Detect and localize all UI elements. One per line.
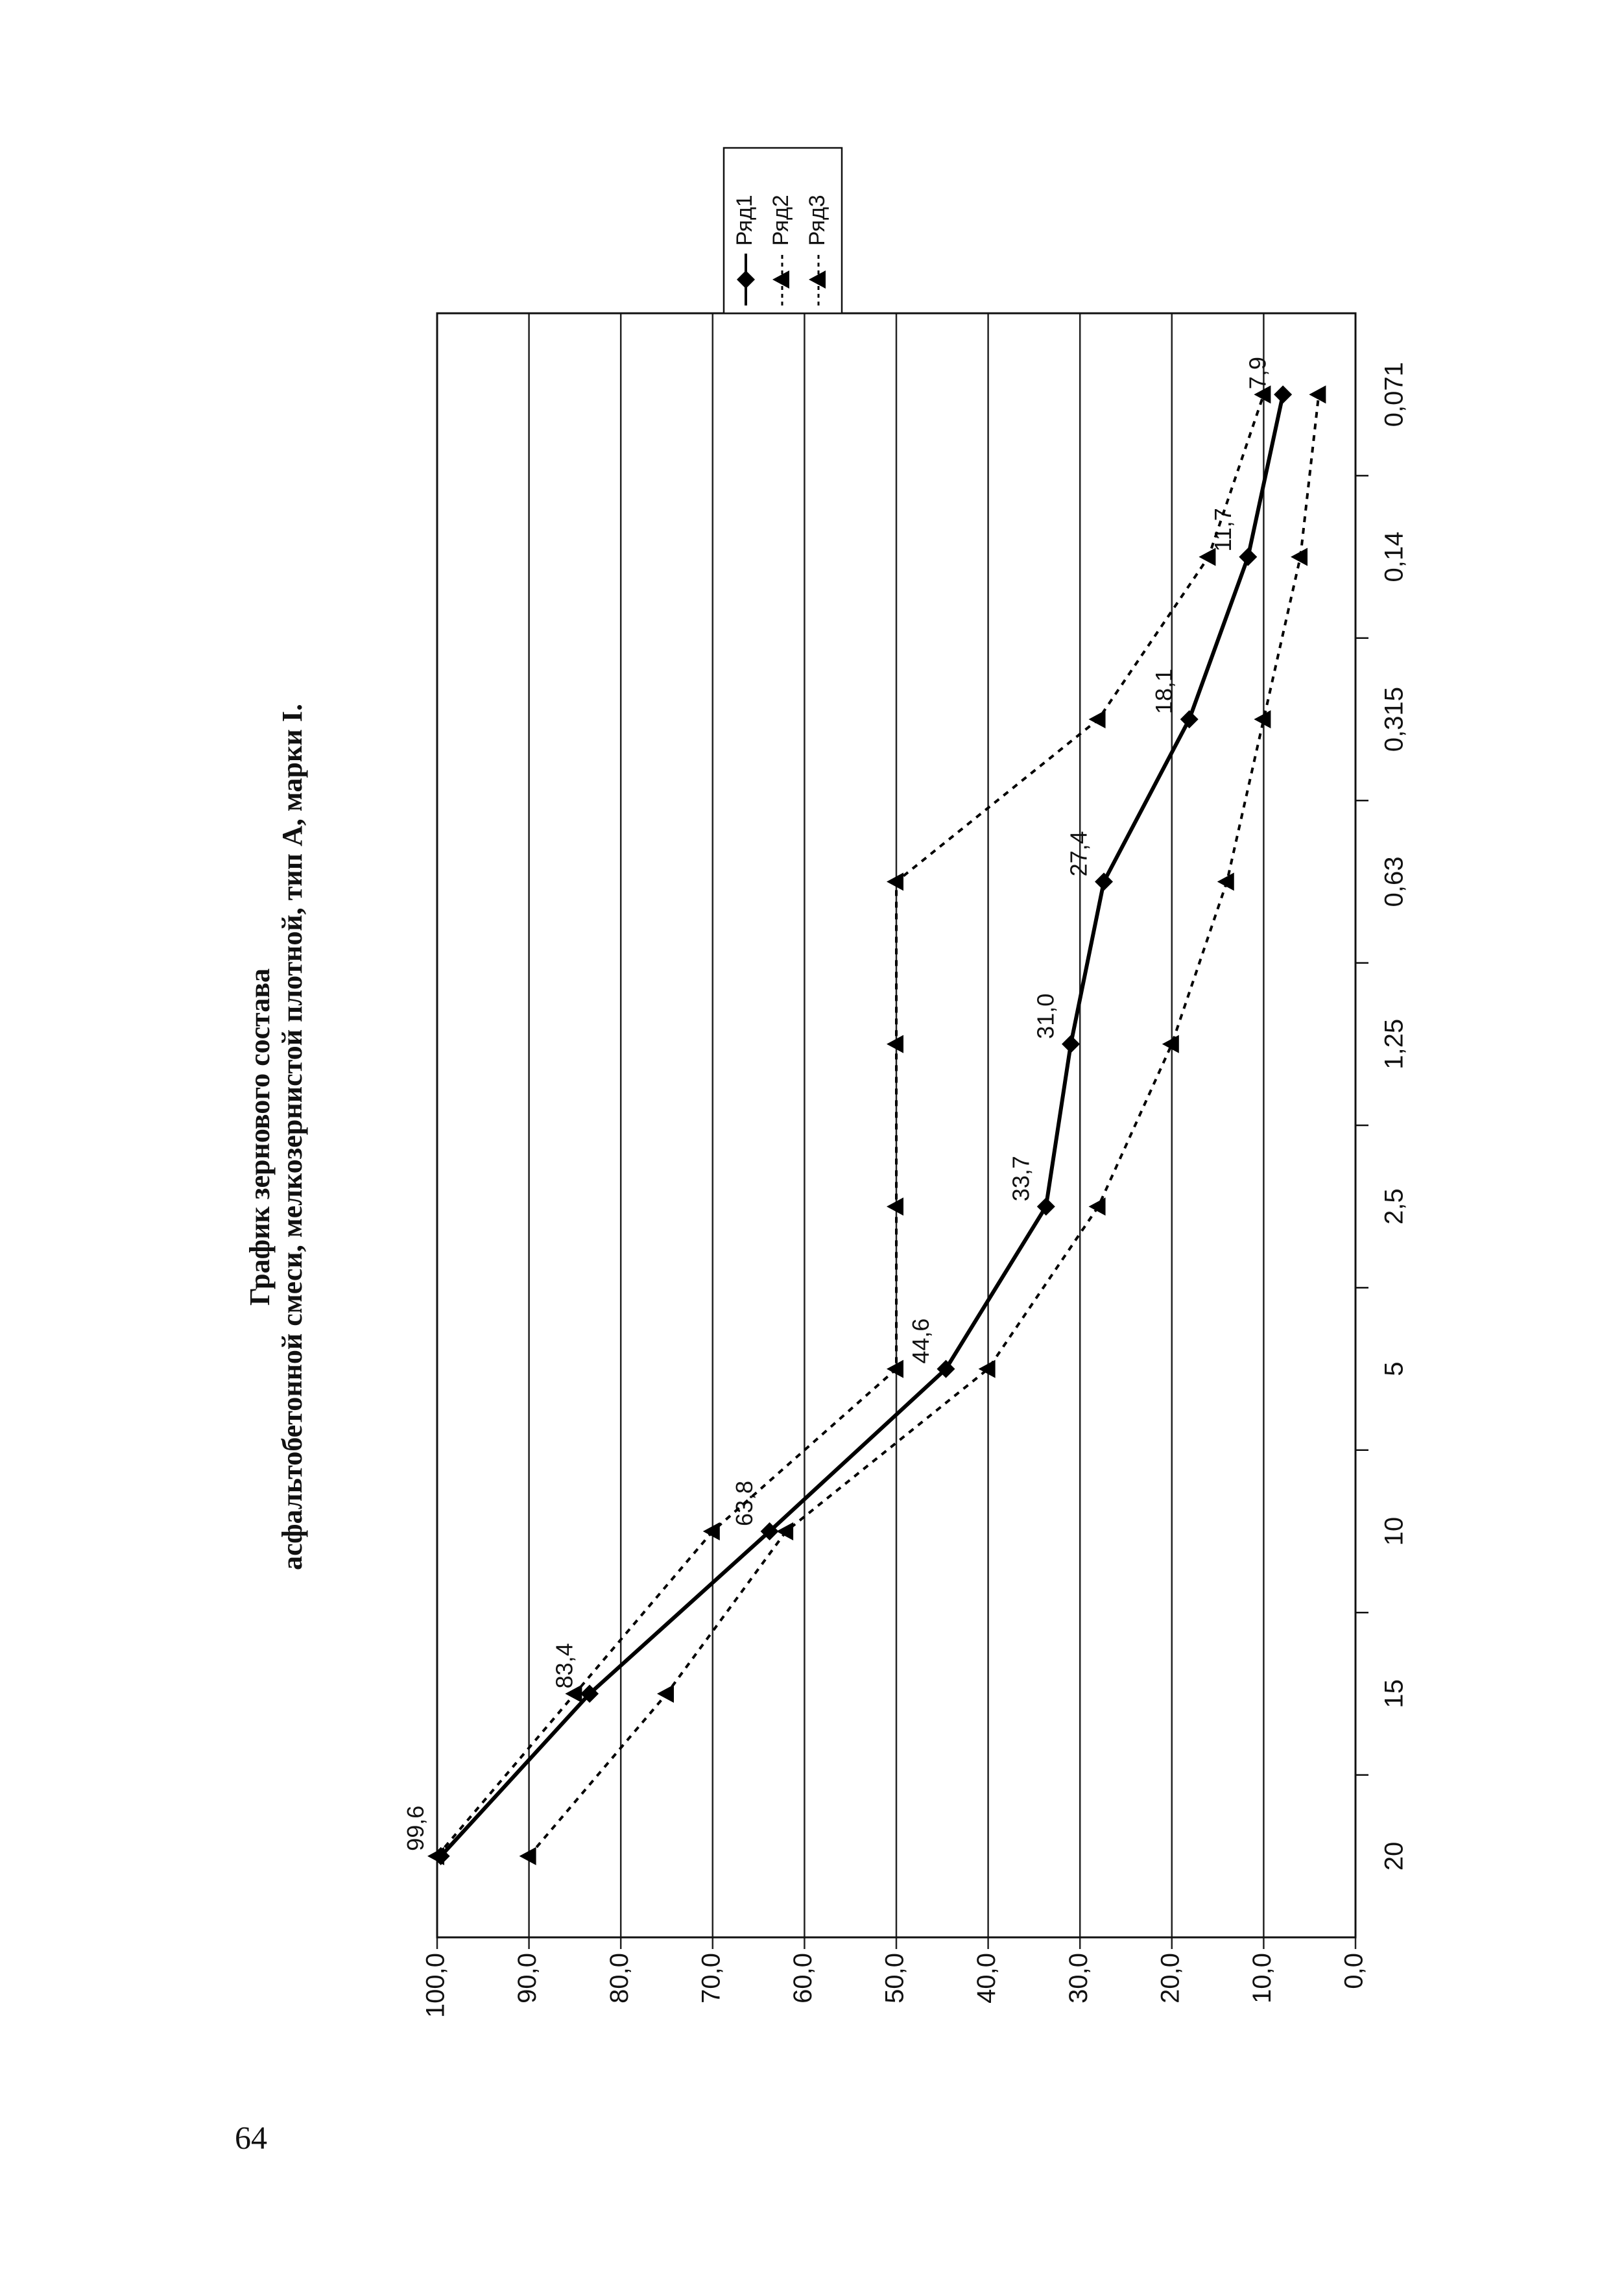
- data-point: [657, 1684, 674, 1703]
- series-line: [528, 394, 1320, 1858]
- y-tick-label: 80,0: [605, 1953, 634, 2004]
- data-label: 31,0: [1033, 994, 1059, 1039]
- data-point: [1095, 872, 1114, 891]
- data-point: [776, 1522, 794, 1540]
- series-line: [436, 394, 1265, 1858]
- data-point: [1036, 1197, 1055, 1216]
- data-point: [519, 1847, 536, 1865]
- data-point: [1088, 710, 1106, 728]
- data-point: [887, 1359, 903, 1378]
- data-point: [1199, 547, 1216, 566]
- legend-box: [722, 147, 843, 315]
- data-label: 99,6: [402, 1806, 429, 1851]
- data-point: [887, 1197, 903, 1216]
- data-point: [978, 1359, 996, 1378]
- data-point: [1217, 872, 1234, 891]
- x-tick-label: 15: [1380, 1679, 1409, 1708]
- y-tick-label: 40,0: [972, 1953, 1001, 2004]
- data-point: [1162, 1035, 1179, 1053]
- x-tick-label: 1,25: [1380, 1019, 1409, 1070]
- data-point: [1239, 547, 1258, 566]
- series-line: [439, 394, 1285, 1858]
- y-tick-label: 20,0: [1156, 1953, 1184, 2004]
- data-point: [1254, 385, 1271, 404]
- data-point: [1180, 710, 1199, 728]
- data-point: [1274, 385, 1293, 404]
- data-point: [565, 1684, 582, 1703]
- legend-label: Ряд1: [732, 195, 757, 246]
- x-tick-label: 0,63: [1380, 856, 1409, 907]
- chart: График зернового состава асфальтобетонно…: [244, 147, 1409, 2018]
- y-tick-label: 60,0: [789, 1953, 817, 2004]
- y-tick-label: 30,0: [1064, 1953, 1093, 2004]
- data-point: [427, 1847, 444, 1865]
- data-point: [1309, 385, 1326, 404]
- y-tick-label: 10,0: [1248, 1953, 1276, 2004]
- data-point: [1291, 547, 1308, 566]
- legend-label: Ряд2: [769, 195, 793, 246]
- legend-marker: [809, 270, 826, 289]
- data-label: 44,6: [907, 1319, 934, 1364]
- data-point: [702, 1522, 720, 1540]
- chart-title: График зернового состава: [244, 968, 276, 1306]
- x-tick-label: 0,14: [1380, 532, 1409, 582]
- x-tick-label: 10: [1380, 1517, 1409, 1546]
- data-point: [1088, 1197, 1106, 1216]
- legend-marker: [772, 270, 789, 289]
- y-tick-label: 50,0: [881, 1953, 909, 2004]
- data-point: [1062, 1035, 1081, 1053]
- data-point: [887, 1035, 903, 1053]
- x-tick-label: 5: [1380, 1361, 1409, 1376]
- chart-subtitle: асфальтобетонной смеси, мелкозернистой п…: [276, 704, 308, 1570]
- data-point: [1254, 710, 1271, 728]
- y-tick-label: 70,0: [697, 1953, 725, 2004]
- data-label: 18,1: [1151, 669, 1177, 714]
- legend-marker: [737, 270, 755, 289]
- x-tick-label: 0,315: [1380, 687, 1409, 752]
- legend-label: Ряд3: [805, 195, 830, 246]
- x-tick-label: 2,5: [1380, 1188, 1409, 1225]
- data-label: 27,4: [1066, 831, 1092, 876]
- data-label: 33,7: [1007, 1156, 1034, 1201]
- x-tick-label: 0,071: [1380, 362, 1409, 427]
- data-label: 7,9: [1245, 357, 1271, 389]
- page-number: 64: [235, 2119, 267, 2155]
- data-point: [887, 872, 903, 891]
- y-tick-label: 0,0: [1340, 1953, 1368, 1989]
- y-tick-label: 100,0: [422, 1953, 450, 2018]
- x-tick-label: 20: [1380, 1842, 1409, 1871]
- data-label: 83,4: [551, 1643, 578, 1688]
- y-tick-label: 90,0: [513, 1953, 542, 2004]
